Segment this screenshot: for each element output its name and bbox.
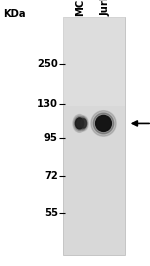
- Ellipse shape: [93, 113, 114, 134]
- Ellipse shape: [81, 119, 87, 128]
- Text: 72: 72: [44, 171, 58, 181]
- Ellipse shape: [96, 115, 111, 131]
- Ellipse shape: [79, 116, 88, 131]
- Ellipse shape: [91, 111, 116, 136]
- Text: 130: 130: [37, 99, 58, 109]
- Text: 250: 250: [37, 59, 58, 69]
- Text: Jurkat: Jurkat: [100, 0, 110, 16]
- Text: MCF7: MCF7: [75, 0, 85, 16]
- Ellipse shape: [75, 118, 84, 129]
- Bar: [63, 17, 124, 255]
- Ellipse shape: [73, 114, 86, 132]
- Text: 55: 55: [44, 208, 58, 218]
- Ellipse shape: [74, 116, 85, 131]
- Ellipse shape: [80, 117, 87, 130]
- Text: 95: 95: [44, 133, 58, 143]
- Text: KDa: KDa: [3, 9, 26, 19]
- Bar: [63, 17, 124, 106]
